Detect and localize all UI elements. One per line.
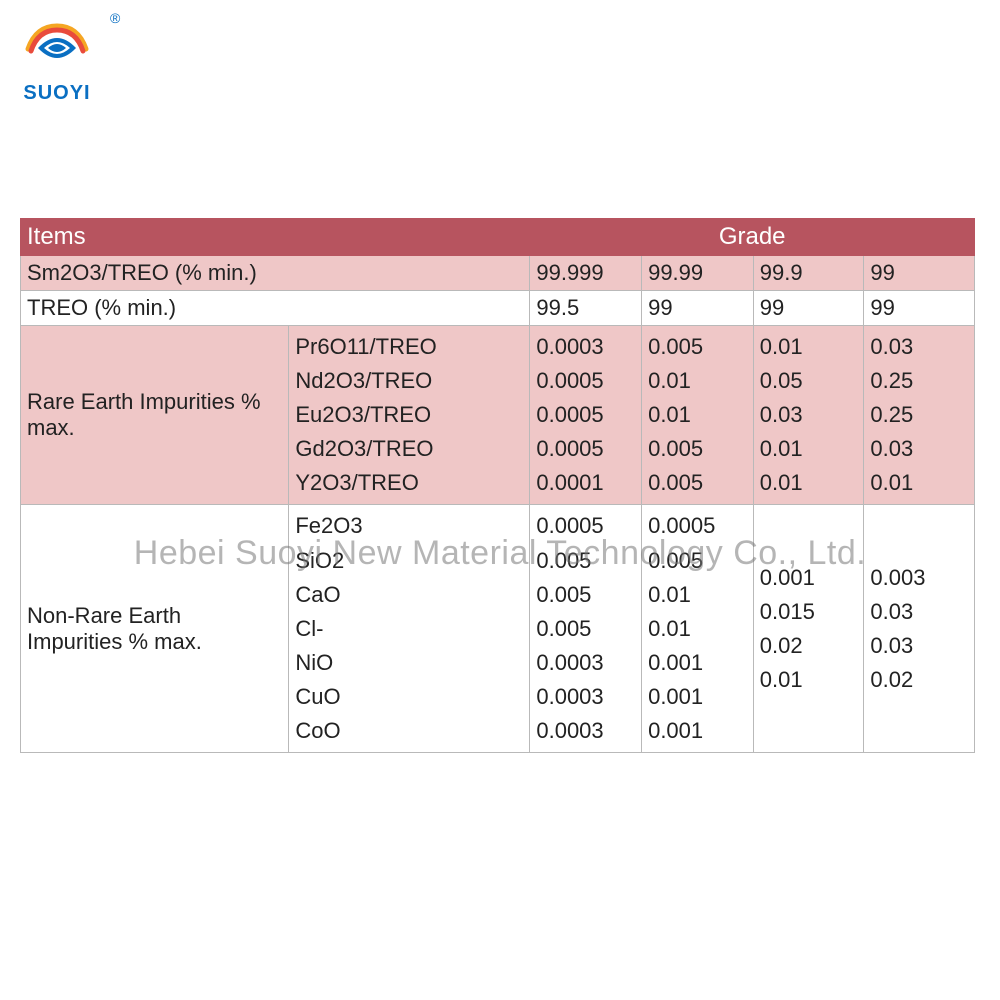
sm2o3-v3: 99.9 bbox=[753, 256, 864, 291]
treo-v4: 99 bbox=[864, 291, 975, 326]
rare-subs: Pr6O11/TREO Nd2O3/TREO Eu2O3/TREO Gd2O3/… bbox=[289, 326, 530, 505]
row-treo: TREO (% min.) 99.5 99 99 99 bbox=[21, 291, 975, 326]
logo-text: SUOYI bbox=[23, 82, 90, 105]
nonrare-v2: 0.0005 0.005 0.01 0.01 0.001 0.001 0.001 bbox=[642, 505, 754, 753]
header-items: Items bbox=[21, 219, 530, 256]
row-sm2o3: Sm2O3/TREO (% min.) 99.999 99.99 99.9 99 bbox=[21, 256, 975, 291]
logo: SUOYI bbox=[18, 18, 96, 105]
sm2o3-v2: 99.99 bbox=[642, 256, 754, 291]
treo-v2: 99 bbox=[642, 291, 754, 326]
nonrare-v3: 0.001 0.015 0.02 0.01 bbox=[753, 505, 864, 753]
row-non-rare-earth: Non-Rare Earth Impurities % max. Fe2O3 S… bbox=[21, 505, 975, 753]
nonrare-v4: 0.003 0.03 0.03 0.02 bbox=[864, 505, 975, 753]
label-rare: Rare Earth Impurities % max. bbox=[21, 326, 289, 505]
row-rare-earth: Rare Earth Impurities % max. Pr6O11/TREO… bbox=[21, 326, 975, 505]
spec-table: Items Grade Sm2O3/TREO (% min.) 99.999 9… bbox=[20, 218, 975, 753]
rare-v4: 0.03 0.25 0.25 0.03 0.01 bbox=[864, 326, 975, 505]
header-grade: Grade bbox=[530, 219, 975, 256]
label-treo: TREO (% min.) bbox=[21, 291, 530, 326]
nonrare-v1: 0.0005 0.005 0.005 0.005 0.0003 0.0003 0… bbox=[530, 505, 642, 753]
table-header-row: Items Grade bbox=[21, 219, 975, 256]
treo-v3: 99 bbox=[753, 291, 864, 326]
rare-v2: 0.005 0.01 0.01 0.005 0.005 bbox=[642, 326, 754, 505]
label-sm2o3: Sm2O3/TREO (% min.) bbox=[21, 256, 530, 291]
rare-v1: 0.0003 0.0005 0.0005 0.0005 0.0001 bbox=[530, 326, 642, 505]
logo-icon bbox=[18, 18, 96, 80]
registered-mark: ® bbox=[110, 10, 120, 26]
sm2o3-v4: 99 bbox=[864, 256, 975, 291]
rare-v3: 0.01 0.05 0.03 0.01 0.01 bbox=[753, 326, 864, 505]
sm2o3-v1: 99.999 bbox=[530, 256, 642, 291]
treo-v1: 99.5 bbox=[530, 291, 642, 326]
nonrare-subs: Fe2O3 SiO2 CaO Cl- NiO CuO CoO bbox=[289, 505, 530, 753]
label-nonrare: Non-Rare Earth Impurities % max. bbox=[21, 505, 289, 753]
